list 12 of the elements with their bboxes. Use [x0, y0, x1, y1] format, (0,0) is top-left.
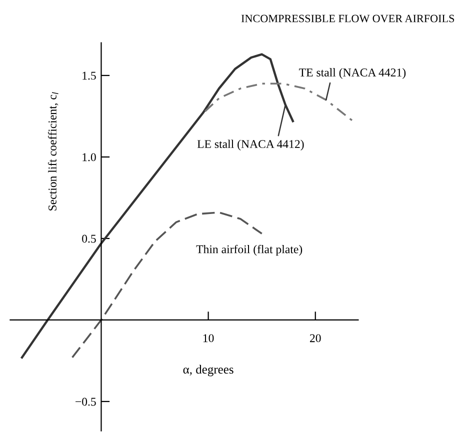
y-tick-label: 1.0	[82, 153, 96, 162]
y-tick-label: −0.5	[76, 398, 96, 406]
series-label: Thin airfoil (flat plate)	[196, 244, 302, 256]
series-label: LE stall (NACA 4412)	[197, 140, 304, 150]
y-tick-label: 1.5	[82, 72, 96, 80]
chart-title: INCOMPRESSIBLE FLOW OVER AIRFOILS	[241, 14, 454, 22]
x-tick-label: 10	[203, 334, 214, 342]
y-tick-label: 0.5	[82, 234, 96, 243]
series-label: TE stall (NACA 4421)	[299, 68, 406, 79]
y-axis-title: Section lift coefficient, c$_{l}$	[48, 92, 58, 210]
x-tick-label: 20	[310, 334, 321, 342]
x-axis-title: α, degrees	[183, 364, 234, 376]
